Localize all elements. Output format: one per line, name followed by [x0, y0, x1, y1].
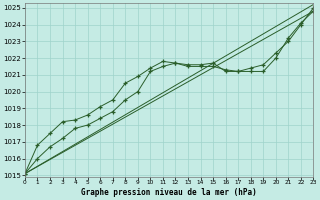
X-axis label: Graphe pression niveau de la mer (hPa): Graphe pression niveau de la mer (hPa) [81, 188, 257, 197]
